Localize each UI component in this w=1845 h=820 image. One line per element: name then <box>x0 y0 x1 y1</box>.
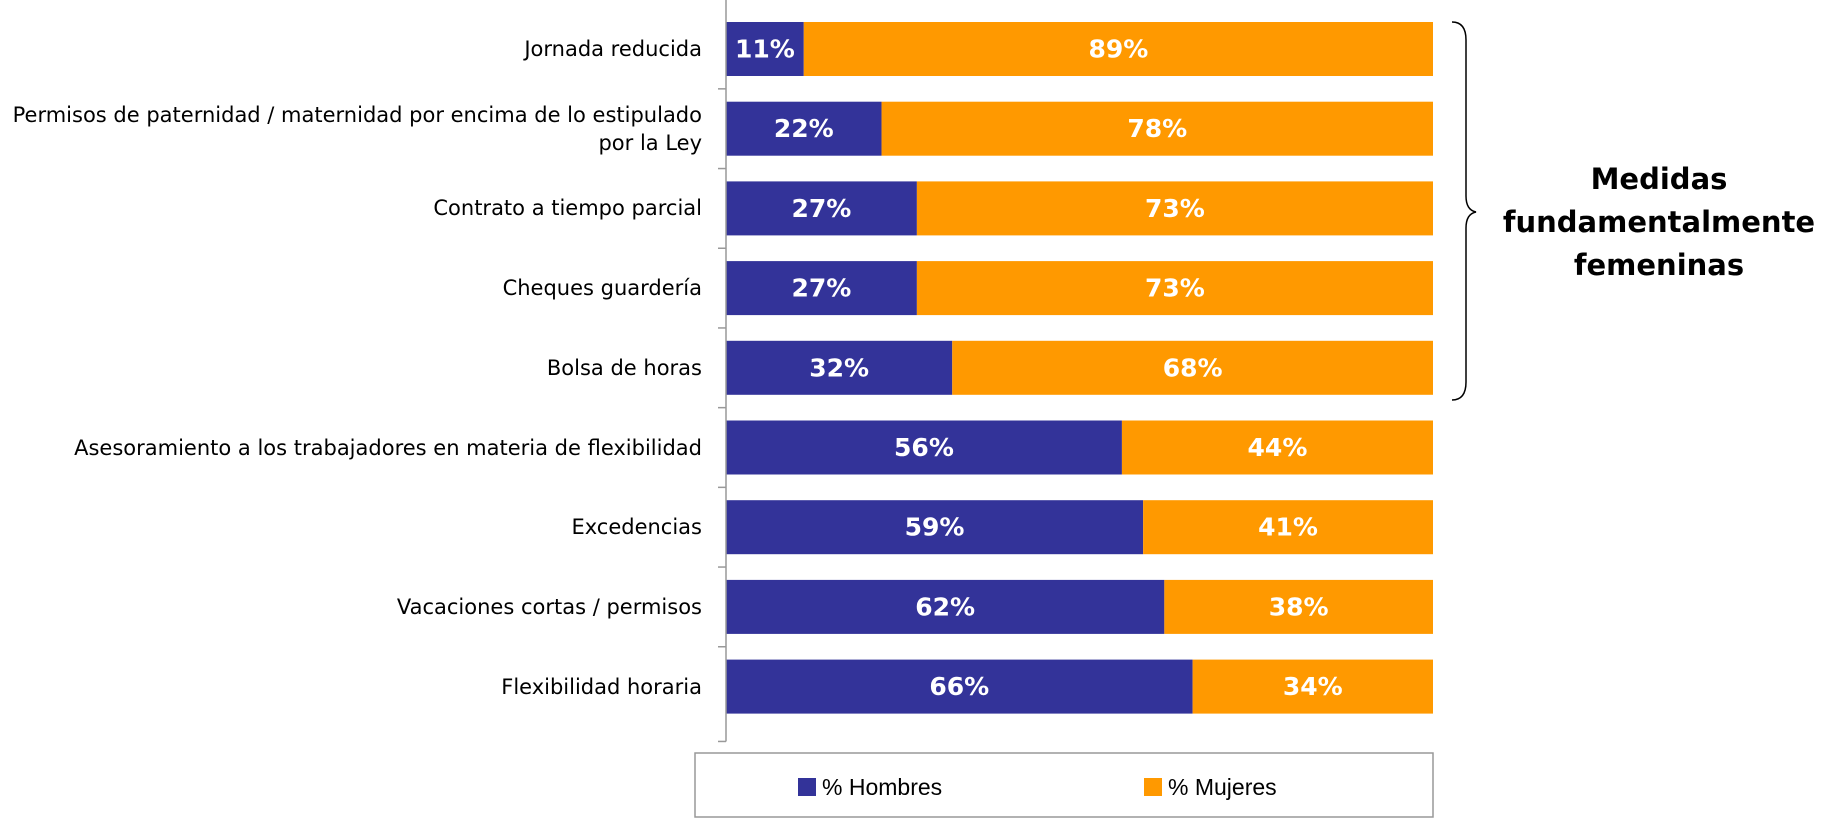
legend-label: % Mujeres <box>1168 774 1277 800</box>
bar-segment <box>1164 579 1433 634</box>
value-label: 32% <box>809 353 869 382</box>
value-label: 38% <box>1269 592 1329 621</box>
legend-box <box>694 752 1434 818</box>
legend-swatch <box>1144 778 1162 796</box>
bar-segment <box>726 22 804 76</box>
bar-segment <box>726 500 1144 555</box>
value-label: 78% <box>1127 114 1187 143</box>
value-label: 62% <box>915 592 975 621</box>
category-label: Permisos de paternidad / maternidad por … <box>12 102 702 155</box>
value-label: 41% <box>1258 513 1318 542</box>
bar-segment <box>1121 420 1433 475</box>
category-label: Asesoramiento a los trabajadores en mate… <box>74 435 702 460</box>
bar-segment <box>726 181 917 236</box>
value-label: 73% <box>1145 274 1205 303</box>
bar-segment <box>726 659 1193 714</box>
brace <box>1451 21 1477 401</box>
value-label: 89% <box>1088 35 1148 64</box>
bar-segment <box>726 420 1122 475</box>
annotation: Medidas fundamentalmente femeninas <box>1502 162 1816 282</box>
value-label: 66% <box>929 672 989 701</box>
legend-label: % Hombres <box>822 774 942 800</box>
legend-swatch <box>798 778 816 796</box>
category-label: Vacaciones cortas / permisos <box>396 594 702 619</box>
bar-segment <box>726 579 1165 634</box>
value-label: 27% <box>792 194 852 223</box>
bar-segment <box>726 101 882 156</box>
category-label: Bolsa de horas <box>546 355 702 380</box>
value-label: 73% <box>1145 194 1205 223</box>
value-label: 56% <box>894 433 954 462</box>
bar-segment <box>1192 659 1433 714</box>
category-label: Contrato a tiempo parcial <box>433 196 702 221</box>
value-label: 59% <box>905 513 965 542</box>
category-label: Jornada reducida <box>524 37 702 61</box>
value-label: 44% <box>1248 433 1308 462</box>
category-label: Flexibilidad horaria <box>501 674 702 699</box>
value-label: 27% <box>792 274 852 303</box>
category-label: Excedencias <box>571 515 702 540</box>
bar-segment <box>726 340 953 395</box>
bar-segment <box>881 101 1433 156</box>
bar-segment <box>1143 500 1433 555</box>
bar-segment <box>916 181 1433 236</box>
category-label: Cheques guardería <box>502 276 702 301</box>
bar-segment <box>803 22 1433 76</box>
bar-segment <box>726 261 917 316</box>
value-label: 22% <box>774 114 834 143</box>
value-label: 34% <box>1283 672 1343 701</box>
value-label: 11% <box>735 35 795 64</box>
value-label: 68% <box>1163 353 1223 382</box>
bar-segment <box>916 261 1433 316</box>
bar-segment <box>952 340 1433 395</box>
